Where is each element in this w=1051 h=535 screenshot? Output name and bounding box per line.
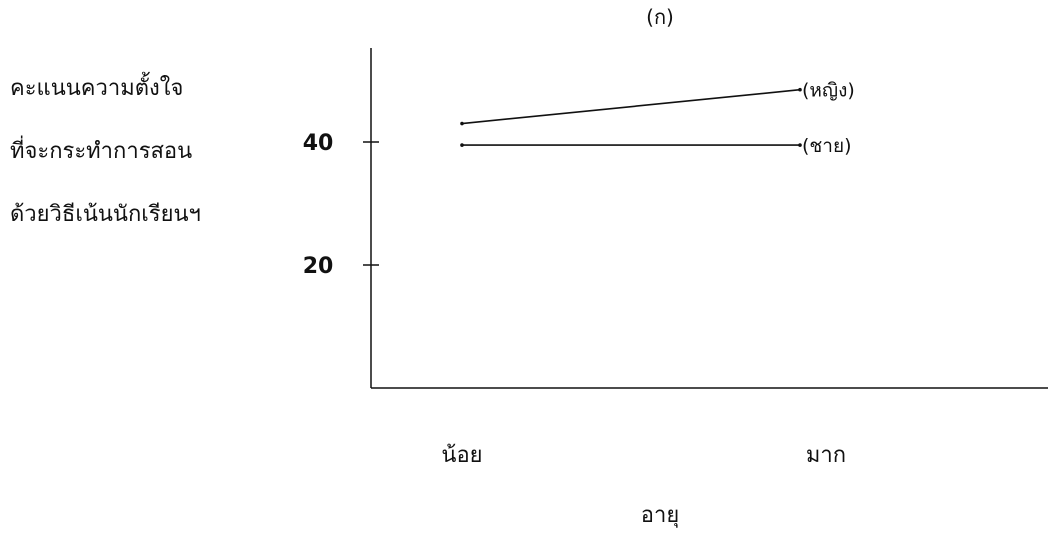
y-axis-label-line: ด้วยวิธีเน้นนักเรียนฯ: [10, 202, 201, 227]
axes: [370, 48, 1048, 389]
data-point: [460, 143, 464, 147]
series-label: (ชาย): [802, 135, 852, 157]
x-categories: น้อย มาก: [441, 443, 846, 468]
data-point: [460, 121, 464, 126]
x-category-label: น้อย: [441, 443, 482, 468]
y-tick-label: 40: [303, 131, 334, 156]
x-category-label: มาก: [806, 443, 846, 468]
data-point: [798, 87, 802, 92]
series-line: [461, 88, 801, 125]
y-axis-label-line: ที่จะกระทำการสอน: [10, 139, 193, 164]
series-label: (หญิง): [802, 80, 855, 102]
y-tick-label: 20: [303, 254, 334, 279]
chart-title: (ก): [646, 5, 674, 29]
series-group: (หญิง) (ชาย): [460, 80, 855, 157]
x-axis-label: อายุ: [641, 503, 679, 528]
data-point: [798, 143, 802, 147]
y-axis-label-line: คะแนนความตั้งใจ: [10, 76, 184, 101]
